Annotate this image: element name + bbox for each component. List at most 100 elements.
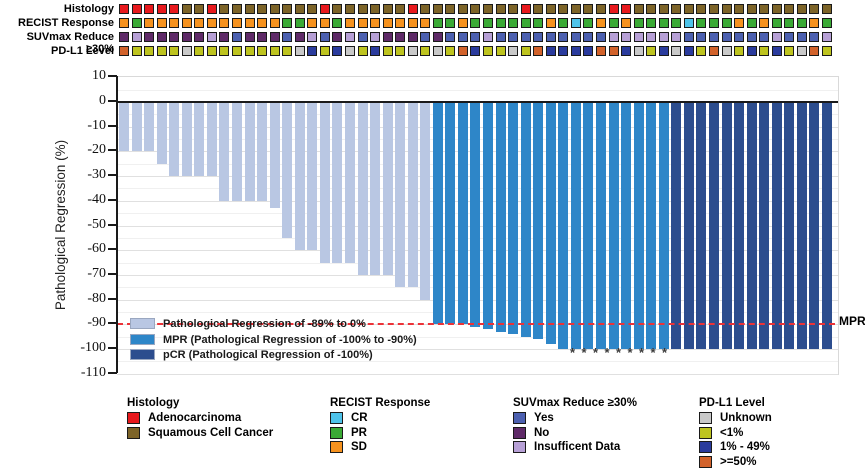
legend-group-header: Histology (127, 397, 180, 409)
track-cell-pdl1 (370, 46, 381, 56)
bar (708, 103, 719, 349)
y-tick-mark (108, 100, 117, 102)
track-cell-histology (470, 4, 481, 14)
track-cell-recist (796, 18, 807, 28)
legend-swatch (330, 441, 343, 453)
track-cell-pdl1 (809, 46, 820, 56)
track-cell-recist (231, 18, 242, 28)
track-cell-histology (445, 4, 456, 14)
track-cell-recist (395, 18, 406, 28)
track-label-suvmax: SUVmax Reduce ≥30% (26, 31, 114, 55)
legend-item-label: PR (351, 426, 367, 439)
track-cell-pdl1 (683, 46, 694, 56)
track-cell-recist (357, 18, 368, 28)
track-cell-pdl1 (708, 46, 719, 56)
track-cell-pdl1 (432, 46, 443, 56)
track-cell-suvmax (721, 32, 732, 42)
track-cell-pdl1 (646, 46, 657, 56)
track-cell-histology (784, 4, 795, 14)
track-cell-recist (721, 18, 732, 28)
track-cell-suvmax (470, 32, 481, 42)
track-cell-recist (457, 18, 468, 28)
track-cell-pdl1 (721, 46, 732, 56)
track-cell-pdl1 (294, 46, 305, 56)
legend-swatch (130, 349, 155, 360)
bar (206, 103, 217, 177)
track-cell-histology (319, 4, 330, 14)
track-cell-recist (294, 18, 305, 28)
bar (244, 103, 255, 201)
track-cell-recist (495, 18, 506, 28)
bar (307, 103, 318, 251)
track-cell-histology (545, 4, 556, 14)
track-cell-recist (344, 18, 355, 28)
track-cell-suvmax (520, 32, 531, 42)
track-cell-histology (332, 4, 343, 14)
track-cell-recist (181, 18, 192, 28)
track-cell-suvmax (169, 32, 180, 42)
bar (821, 103, 832, 349)
y-axis: 10 0 -10 -20 -30 -40 -50 -60 -70 -80 -90 -100 -110 (0, 0, 117, 472)
track-cell-recist (759, 18, 770, 28)
track-cell-histology (169, 4, 180, 14)
track-cell-suvmax (194, 32, 205, 42)
track-cell-histology (596, 4, 606, 14)
track-cell-suvmax (683, 32, 694, 42)
bar (508, 103, 519, 335)
plot-area: * * * * * * * * * (117, 76, 839, 375)
track-cell-suvmax (395, 32, 406, 42)
track-cell-histology (382, 4, 393, 14)
legend-item-label: Adenocarcinoma (148, 412, 242, 424)
bar (370, 103, 381, 275)
track-cell-histology (457, 4, 468, 14)
track-cell-histology (683, 4, 694, 14)
legend-group-header: PD-L1 Level (699, 397, 765, 409)
track-cell-pdl1 (821, 46, 832, 56)
y-tick-label: 10 (92, 68, 106, 84)
bar (470, 103, 481, 327)
zero-baseline (117, 101, 838, 103)
track-cell-recist (784, 18, 795, 28)
track-cell-pdl1 (332, 46, 343, 56)
y-tick-mark (108, 223, 117, 226)
track-cell-suvmax (621, 32, 632, 42)
track-cell-suvmax (633, 32, 644, 42)
track-cell-histology (206, 4, 217, 14)
track-cell-histology (696, 4, 707, 14)
mpr-line-label: MPR (839, 314, 865, 328)
legend-swatch (513, 412, 526, 424)
asterisk-annotation: * (650, 345, 656, 360)
track-cell-recist (269, 18, 280, 28)
track-cell-recist (621, 18, 632, 28)
track-cell-suvmax (282, 32, 293, 42)
legend-swatch (699, 441, 712, 453)
bar (332, 103, 343, 263)
track-cell-pdl1 (633, 46, 644, 56)
track-cell-histology (194, 4, 205, 14)
track-cell-histology (119, 4, 129, 14)
track-cell-recist (432, 18, 443, 28)
track-cell-pdl1 (219, 46, 230, 56)
track-label-recist: RECIST Response (18, 17, 114, 29)
track-cell-histology (395, 4, 406, 14)
bottom-legend: Histology Adenocarcinoma Squamous Cell Can… (0, 392, 865, 472)
track-cell-histology (759, 4, 770, 14)
track-cell-histology (796, 4, 807, 14)
annotation-tracks: Histology RECIST Response SUVmax Reduce ≥3… (0, 0, 865, 62)
y-tick-label: -10 (87, 117, 106, 133)
track-cell-pdl1 (533, 46, 544, 56)
track-cell-pdl1 (508, 46, 519, 56)
track-cell-suvmax (671, 32, 682, 42)
asterisk-annotation: * (593, 345, 599, 360)
track-cell-histology (508, 4, 519, 14)
bar (181, 103, 192, 177)
y-tick-label: -30 (87, 167, 106, 183)
track-cell-recist (596, 18, 606, 28)
track-cell-suvmax (771, 32, 782, 42)
bar (257, 103, 268, 201)
track-cell-recist (734, 18, 745, 28)
track-cell-suvmax (257, 32, 268, 42)
track-cell-histology (370, 4, 381, 14)
track-cell-pdl1 (407, 46, 418, 56)
bar (596, 103, 606, 349)
